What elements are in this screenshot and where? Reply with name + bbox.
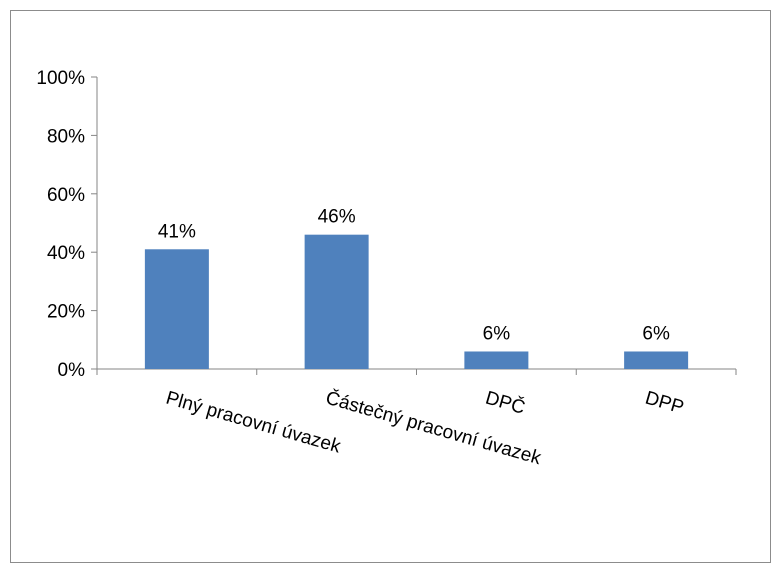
bar xyxy=(304,234,369,369)
bar xyxy=(624,351,689,369)
y-tick-label: 0% xyxy=(58,360,86,381)
data-label: 46% xyxy=(318,207,356,228)
data-label: 6% xyxy=(483,323,511,344)
y-tick-label: 60% xyxy=(47,185,85,206)
x-category-label: DPP xyxy=(643,388,686,419)
y-tick-label: 80% xyxy=(47,126,85,147)
x-category-label: Plný pracovní úvazek xyxy=(163,388,343,458)
y-tick-label: 100% xyxy=(36,68,85,89)
bar xyxy=(464,351,529,369)
x-category-label: DPČ xyxy=(483,387,528,419)
y-tick-label: 40% xyxy=(47,243,85,264)
chart-frame xyxy=(10,10,771,563)
data-label: 41% xyxy=(158,221,196,242)
bar xyxy=(144,249,209,369)
y-tick-label: 20% xyxy=(47,302,85,323)
data-label: 6% xyxy=(642,323,670,344)
